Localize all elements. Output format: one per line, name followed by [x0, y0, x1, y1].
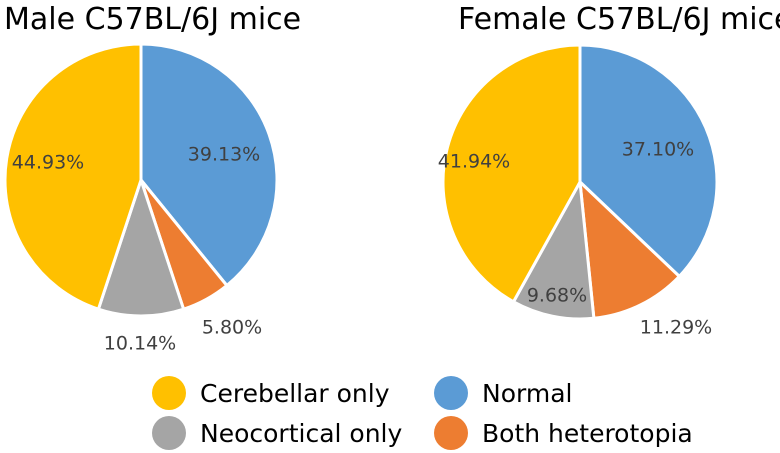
legend-swatch-normal — [434, 376, 468, 410]
female-data-label-cerebellar-only: 41.94% — [438, 151, 510, 173]
legend-label-normal: Normal — [482, 378, 573, 408]
legend-item-cerebellar-only: Cerebellar only — [152, 376, 390, 410]
pie-charts: 39.13% 5.80% 10.14% 44.93% 37.10% 11.29% 9.68%… — [3, 42, 719, 355]
male-slice-normal — [139, 42, 279, 287]
legend-item-both-heterotopia: Both heterotopia — [434, 416, 693, 450]
female-data-label-both-heterotopia: 11.29% — [640, 317, 712, 339]
legend-item-normal: Normal — [434, 376, 572, 410]
legend-swatch-both-heterotopia — [434, 416, 468, 450]
legend-item-neocortical-only: Neocortical only — [152, 416, 402, 450]
legend-label-neocortical-only: Neocortical only — [200, 418, 403, 448]
chart-legend: Cerebellar only Normal Neocortical only … — [0, 370, 780, 450]
male-slice-cerebellar-only — [3, 42, 143, 311]
female-slice-both-heterotopia — [578, 180, 681, 320]
legend-swatch-cerebellar-only — [152, 376, 186, 410]
male-slice-neocortical-only — [96, 178, 186, 318]
female-slice-neocortical-only — [512, 180, 596, 321]
female-chart-title: Female C57BL/6J mice — [458, 2, 780, 37]
female-slice-cerebellar-only — [441, 43, 582, 304]
male-data-label-normal: 39.13% — [188, 144, 260, 166]
legend-label-cerebellar-only: Cerebellar only — [200, 378, 390, 408]
legend-label-both-heterotopia: Both heterotopia — [482, 418, 693, 448]
legend-swatch-neocortical-only — [152, 416, 186, 450]
male-chart-title: Male C57BL/6J mice — [4, 2, 302, 37]
female-slice-normal — [578, 43, 719, 278]
male-data-label-neocortical-only: 10.14% — [104, 333, 176, 355]
female-data-label-neocortical-only: 9.68% — [527, 285, 587, 307]
male-data-label-both-heterotopia: 5.80% — [202, 317, 262, 339]
male-data-label-cerebellar-only: 44.93% — [12, 152, 84, 174]
female-data-label-normal: 37.10% — [622, 139, 694, 161]
